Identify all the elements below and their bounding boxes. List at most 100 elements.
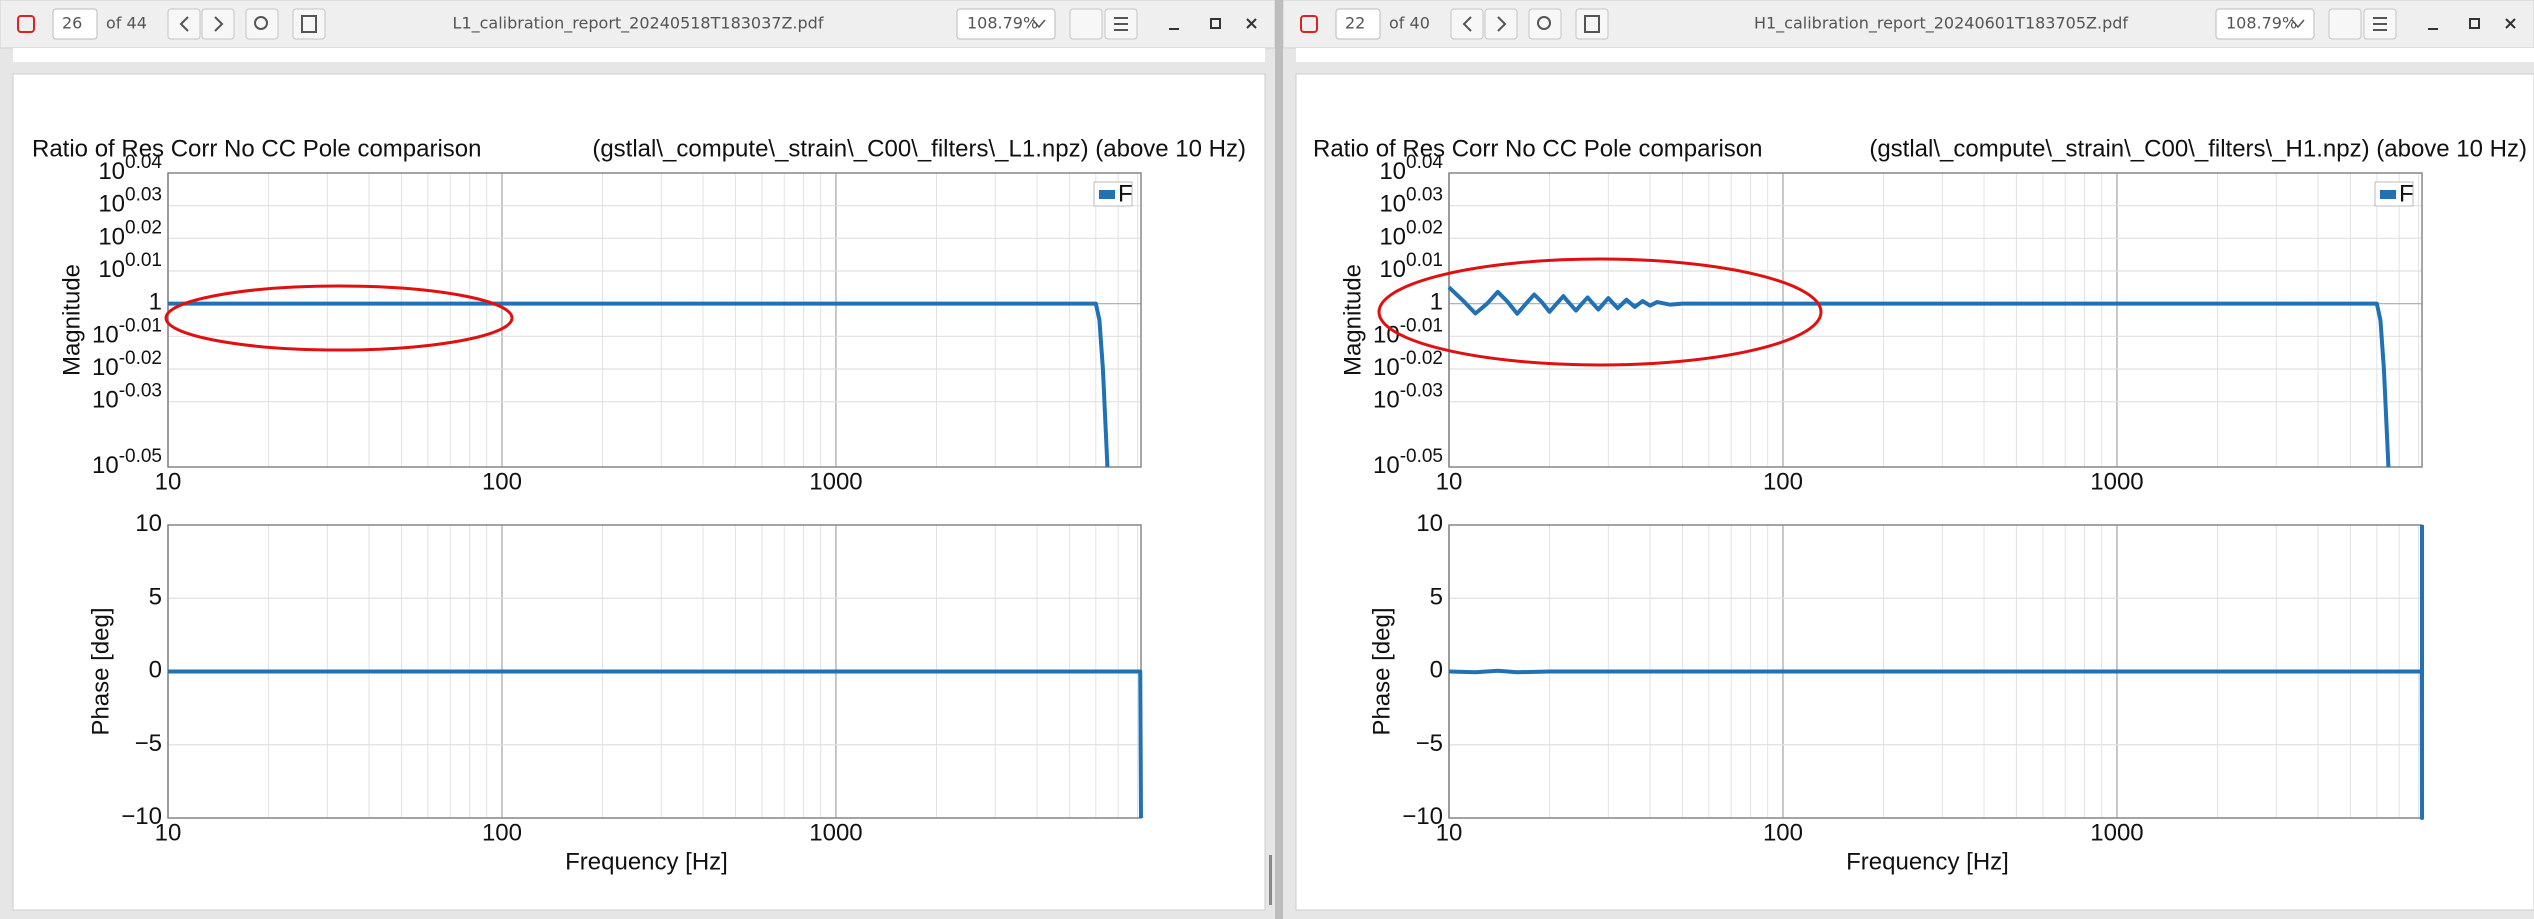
prev-icon <box>179 16 189 32</box>
data-line <box>1448 525 2424 820</box>
plot-subtitle: (gstlal\_compute\_strain\_C00\_filters\_… <box>592 135 1246 162</box>
data-line <box>1447 285 2391 468</box>
y-tick-label: 100.03 <box>1379 185 1443 218</box>
data-line <box>168 669 1143 819</box>
y-tick-base: −5 <box>135 730 162 757</box>
sidebar-button[interactable] <box>1575 8 1609 40</box>
legend-swatch <box>1099 190 1115 199</box>
y-tick-base: 10 <box>92 452 119 479</box>
search-button[interactable] <box>245 8 279 40</box>
y-tick-label: 0 <box>1430 657 1443 684</box>
zoom-select[interactable] <box>956 8 1056 40</box>
y-tick-base: 10 <box>98 224 125 251</box>
maximize-icon[interactable] <box>1210 18 1221 29</box>
x-tick-label: 10 <box>155 819 182 846</box>
maximize-icon[interactable] <box>2469 18 2480 29</box>
x-axis-label: Frequency [Hz] <box>565 848 728 875</box>
page-count: of 44 <box>106 14 147 33</box>
y-tick-label: 10 <box>1416 510 1443 537</box>
page-number: 22 <box>1345 14 1365 33</box>
y-tick-base: 10 <box>1379 224 1406 251</box>
close-icon[interactable] <box>1246 18 1257 29</box>
y-tick-base: 10 <box>98 256 125 283</box>
plot-title: Ratio of Res Corr No CC Pole comparison <box>32 135 482 162</box>
next-page-button[interactable] <box>1484 8 1518 40</box>
window-divider <box>1275 0 1283 919</box>
previous-page-edge <box>13 48 1265 62</box>
y-tick-exponent: 0.04 <box>1406 152 1443 173</box>
page-input[interactable] <box>52 8 98 40</box>
y-tick-base: 10 <box>135 510 162 537</box>
zoom-level: 108.79% <box>967 14 1038 33</box>
page-count: of 40 <box>1389 14 1430 33</box>
y-tick-exponent: 0.01 <box>1406 250 1443 271</box>
y-tick-base: 10 <box>98 158 125 185</box>
y-tick-label: 100.04 <box>1379 152 1443 185</box>
y-tick-exponent: -0.03 <box>1400 381 1443 402</box>
y-axis-label: Phase [deg] <box>87 607 114 735</box>
y-tick-exponent: 0.03 <box>125 185 162 206</box>
y-tick-base: 1 <box>149 289 162 316</box>
x-tick-label: 100 <box>1763 468 1803 495</box>
y-tick-label: 10-0.05 <box>1373 446 1443 479</box>
close-icon[interactable] <box>2505 18 2516 29</box>
plot-title: Ratio of Res Corr No CC Pole comparison <box>1313 135 1763 162</box>
plot-area <box>1449 173 2422 467</box>
next-page-button[interactable] <box>201 8 235 40</box>
y-tick-exponent: -0.05 <box>119 446 162 467</box>
save-button[interactable] <box>2328 8 2362 40</box>
zoom-select[interactable] <box>2215 8 2315 40</box>
sidebar-icon <box>301 15 317 33</box>
y-tick-base: 10 <box>92 387 119 414</box>
y-tick-label: 10-0.03 <box>1373 381 1443 414</box>
x-tick-label: 100 <box>482 468 522 495</box>
y-tick-base: 10 <box>1373 387 1400 414</box>
sidebar-button[interactable] <box>292 8 326 40</box>
y-tick-base: 10 <box>92 354 119 381</box>
y-tick-base: −10 <box>121 803 162 830</box>
y-tick-base: 5 <box>149 584 162 611</box>
app-icon <box>17 15 35 33</box>
plot-area <box>168 173 1141 467</box>
y-tick-base: 1 <box>1430 289 1443 316</box>
filename: L1_calibration_report_20240518T183037Z.p… <box>453 14 824 34</box>
y-tick-label: 100.01 <box>98 250 162 283</box>
y-tick-base: 0 <box>149 657 162 684</box>
y-tick-base: −5 <box>1416 730 1443 757</box>
y-tick-base: 0 <box>1430 657 1443 684</box>
prev-page-button[interactable] <box>167 8 201 40</box>
prev-page-button[interactable] <box>1450 8 1484 40</box>
y-tick-label: −5 <box>1416 730 1443 757</box>
x-tick-label: 100 <box>482 819 522 846</box>
x-tick-label: 1000 <box>2090 819 2143 846</box>
page-number: 26 <box>62 14 82 33</box>
x-tick-label: 1000 <box>809 468 862 495</box>
y-tick-base: 10 <box>98 191 125 218</box>
zoom-arrow <box>2291 19 2305 29</box>
menu-icon <box>2373 17 2387 31</box>
search-icon <box>254 16 268 30</box>
y-tick-exponent: 0.01 <box>125 250 162 271</box>
sidebar-icon <box>1584 15 1600 33</box>
y-tick-base: 10 <box>1379 158 1406 185</box>
y-tick-base: 5 <box>1430 584 1443 611</box>
search-button[interactable] <box>1528 8 1562 40</box>
y-tick-base: −10 <box>1402 803 1443 830</box>
filename: H1_calibration_report_20240601T183705Z.p… <box>1754 14 2128 34</box>
y-tick-label: 10-0.05 <box>92 446 162 479</box>
app-icon <box>1300 15 1318 33</box>
y-tick-label: 10-0.02 <box>92 348 162 381</box>
y-tick-label: 10 <box>135 510 162 537</box>
y-tick-label: 5 <box>149 584 162 611</box>
y-tick-exponent: 0.03 <box>1406 185 1443 206</box>
y-axis-label: Magnitude <box>58 264 85 376</box>
save-button[interactable] <box>1069 8 1103 40</box>
y-tick-label: 5 <box>1430 584 1443 611</box>
x-tick-label: 1000 <box>809 819 862 846</box>
previous-page-edge <box>1296 48 2534 62</box>
x-tick-label: 10 <box>1436 819 1463 846</box>
search-icon <box>1537 16 1551 30</box>
page-input[interactable] <box>1335 8 1381 40</box>
y-tick-label: −10 <box>121 803 162 830</box>
